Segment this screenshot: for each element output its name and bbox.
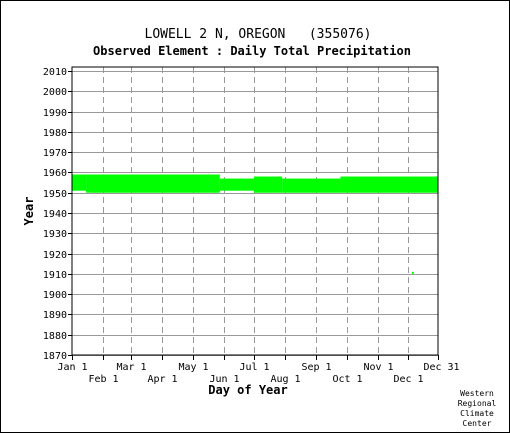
- data-marks: [72, 174, 438, 274]
- x-tick-label-oct-1: Oct 1: [332, 374, 362, 385]
- x-tick-label-dec-1: Dec 1: [393, 374, 423, 385]
- y-tick-label-1940: 1940: [43, 209, 67, 220]
- x-tick-label-sep-1: Sep 1: [301, 362, 331, 373]
- y-tick-label-1870: 1870: [43, 351, 67, 362]
- y-tick-label-1950: 1950: [43, 189, 67, 200]
- credit-line-4: Center: [462, 419, 492, 428]
- y-tick-label-2010: 2010: [43, 67, 67, 78]
- y-tick-label-1890: 1890: [43, 310, 67, 321]
- x-tick-label-aug-1: Aug 1: [270, 374, 300, 385]
- x-tick-label-jul-1: Jul 1: [239, 362, 269, 373]
- y-axis-ticks: 1870 1880 1890 1900 1910 1920 1930 1940 1950 1960…: [43, 67, 72, 362]
- chart-subtitle: Observed Element : Daily Total Precipita…: [93, 44, 411, 58]
- x-tick-label-jan-1: Jan 1: [57, 362, 87, 373]
- data-block-3: [219, 178, 254, 191]
- y-tick-label-2000: 2000: [43, 87, 67, 98]
- chart-title: LOWELL 2 N, OREGON (355076): [145, 27, 372, 42]
- y-tick-label-1970: 1970: [43, 148, 67, 159]
- x-tick-label-jun-1: Jun 1: [209, 374, 239, 385]
- x-tick-label-nov-1: Nov 1: [363, 362, 393, 373]
- credit-line-3: Climate: [460, 409, 494, 418]
- data-block-4: [253, 176, 283, 193]
- y-tick-label-1880: 1880: [43, 331, 67, 342]
- credit-block: Western Regional Climate Center: [448, 389, 506, 429]
- vertical-gridlines: [103, 67, 409, 355]
- x-tick-label-dec-31: Dec 31: [423, 362, 459, 373]
- y-tick-label-1980: 1980: [43, 128, 67, 139]
- credit-line-2: Regional: [457, 399, 497, 408]
- y-tick-label-1930: 1930: [43, 229, 67, 240]
- data-block-1: [72, 174, 87, 191]
- data-block-6: [340, 176, 438, 193]
- y-tick-label-1920: 1920: [43, 250, 67, 261]
- data-point-1: [411, 271, 414, 274]
- data-block-2: [86, 174, 220, 193]
- data-block-5: [282, 178, 341, 193]
- x-axis-label: Day of Year: [208, 383, 287, 397]
- x-tick-label-apr-1: Apr 1: [147, 374, 177, 385]
- y-tick-label-1990: 1990: [43, 108, 67, 119]
- x-tick-label-feb-1: Feb 1: [88, 374, 118, 385]
- x-tick-label-mar-1: Mar 1: [116, 362, 146, 373]
- x-tick-label-may-1: May 1: [178, 362, 208, 373]
- x-axis-ticks: Jan 1 Mar 1 May 1 Jul 1 Sep 1 Nov 1 Dec 31 Feb …: [57, 355, 460, 385]
- y-tick-label-1910: 1910: [43, 270, 67, 281]
- y-tick-label-1900: 1900: [43, 290, 67, 301]
- y-axis-label: Year: [22, 197, 36, 226]
- credit-line-1: Western: [460, 389, 494, 398]
- y-tick-label-1960: 1960: [43, 168, 67, 179]
